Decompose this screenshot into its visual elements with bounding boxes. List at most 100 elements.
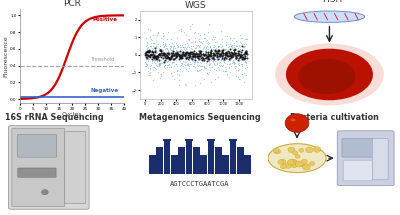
- Point: [214, 55, 220, 58]
- Point: [242, 60, 249, 64]
- Text: Metagenomics Sequencing: Metagenomics Sequencing: [139, 113, 261, 122]
- Point: [232, 74, 239, 77]
- Point: [200, 53, 206, 57]
- Point: [234, 49, 241, 52]
- Point: [235, 56, 241, 60]
- Point: [149, 54, 155, 58]
- Point: [180, 51, 186, 54]
- Point: [160, 34, 166, 38]
- Point: [227, 47, 233, 51]
- Point: [223, 51, 230, 54]
- Point: [239, 48, 246, 52]
- Point: [181, 45, 188, 48]
- Point: [237, 52, 244, 55]
- Point: [214, 45, 221, 48]
- Point: [215, 58, 221, 61]
- Point: [161, 42, 168, 46]
- Point: [185, 69, 191, 72]
- Point: [177, 68, 183, 71]
- Point: [244, 37, 250, 41]
- Point: [195, 64, 202, 68]
- Point: [235, 68, 242, 72]
- Point: [211, 57, 218, 61]
- Point: [171, 60, 177, 64]
- Point: [167, 66, 174, 69]
- Point: [187, 63, 193, 66]
- Point: [220, 48, 227, 51]
- Point: [210, 46, 216, 49]
- Point: [234, 54, 241, 58]
- Point: [146, 50, 152, 53]
- Point: [197, 81, 204, 85]
- Point: [209, 53, 216, 57]
- Point: [214, 49, 221, 52]
- Bar: [230, 141, 236, 174]
- Point: [230, 54, 236, 58]
- Point: [171, 53, 178, 56]
- Point: [220, 54, 226, 58]
- Point: [228, 43, 235, 46]
- Point: [179, 52, 185, 55]
- Point: [180, 55, 186, 59]
- Point: [215, 45, 222, 49]
- Point: [208, 48, 214, 51]
- Point: [173, 62, 180, 65]
- Bar: [186, 141, 192, 174]
- Point: [240, 45, 247, 49]
- Point: [158, 53, 165, 57]
- Point: [154, 54, 160, 58]
- Point: [200, 59, 206, 63]
- Point: [190, 55, 196, 59]
- Bar: [193, 149, 200, 174]
- Point: [241, 56, 248, 60]
- Point: [220, 51, 227, 54]
- Point: [228, 45, 234, 48]
- Point: [151, 57, 158, 60]
- Point: [149, 58, 155, 61]
- Point: [174, 44, 181, 47]
- Point: [192, 46, 199, 50]
- Point: [227, 43, 233, 46]
- Point: [182, 55, 188, 58]
- Point: [208, 54, 214, 57]
- Point: [186, 54, 193, 58]
- Point: [236, 56, 242, 60]
- Point: [153, 44, 160, 47]
- Point: [236, 52, 242, 55]
- Circle shape: [285, 163, 292, 168]
- Point: [213, 52, 220, 55]
- Point: [190, 44, 196, 48]
- Point: [174, 52, 181, 56]
- Point: [154, 33, 160, 36]
- Point: [157, 49, 164, 52]
- Point: [210, 58, 216, 62]
- Text: Bacteria cultivation: Bacteria cultivation: [290, 113, 378, 122]
- Point: [146, 57, 152, 61]
- Point: [169, 54, 175, 57]
- Point: [158, 58, 164, 62]
- Point: [168, 46, 175, 49]
- Point: [146, 49, 152, 52]
- Point: [151, 66, 158, 69]
- Bar: [215, 147, 222, 149]
- Point: [215, 51, 222, 55]
- Point: [223, 54, 230, 57]
- Point: [224, 35, 231, 38]
- Point: [160, 33, 167, 37]
- Point: [241, 58, 248, 61]
- Point: [177, 52, 184, 55]
- Point: [179, 56, 185, 60]
- Point: [210, 49, 216, 52]
- Point: [216, 52, 222, 55]
- Point: [227, 62, 233, 66]
- Point: [210, 53, 217, 57]
- Point: [239, 63, 245, 66]
- Point: [205, 48, 212, 51]
- Point: [171, 49, 177, 53]
- Point: [236, 68, 242, 71]
- Point: [220, 58, 227, 61]
- Point: [230, 63, 237, 66]
- Point: [182, 48, 188, 52]
- Point: [235, 59, 242, 63]
- Point: [202, 53, 208, 56]
